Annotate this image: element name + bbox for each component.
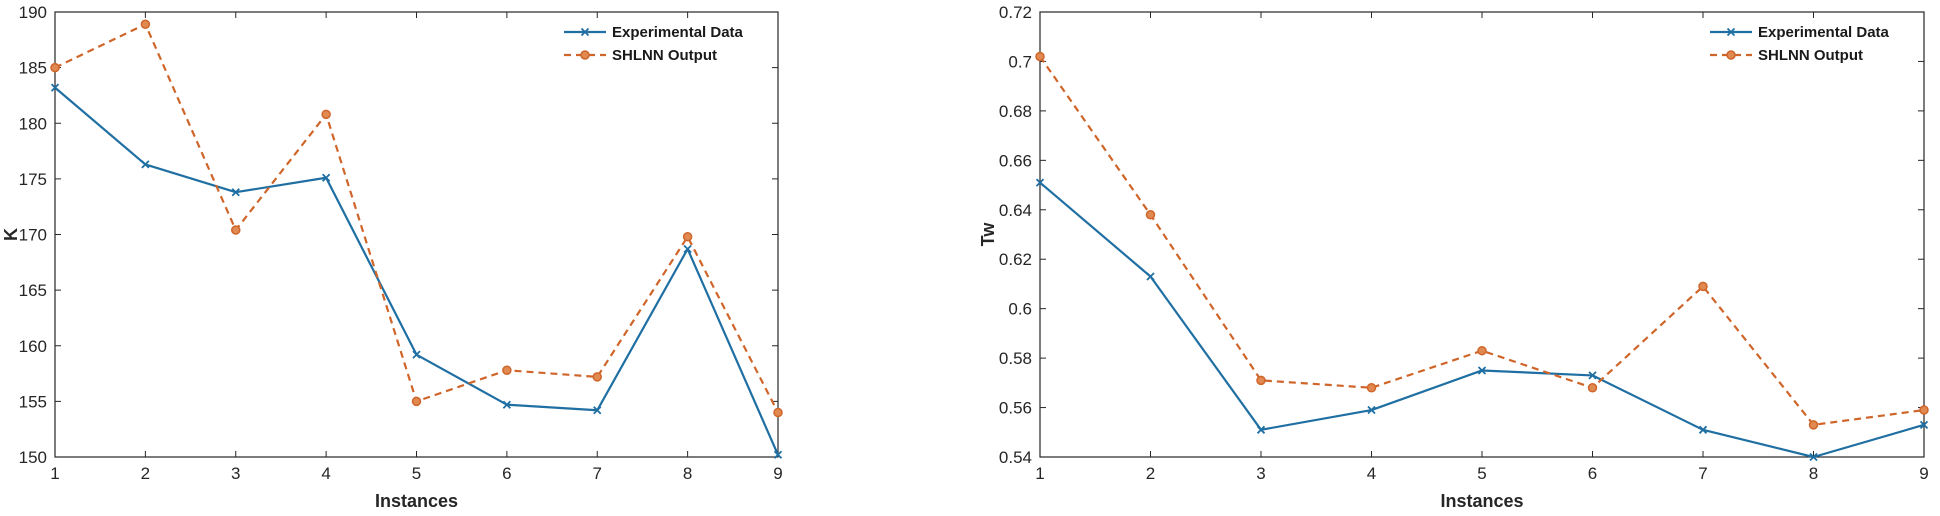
y-tick-label: 0.72 [999, 3, 1032, 22]
x-tick-label: 4 [1367, 464, 1376, 483]
y-tick-label: 180 [19, 114, 47, 133]
y-tick-label: 0.68 [999, 102, 1032, 121]
data-point-shlnn [1587, 383, 1598, 393]
y-tick-label: 0.7 [1008, 52, 1032, 71]
x-tick-label: 9 [773, 464, 782, 483]
y-tick-label: 0.6 [1008, 300, 1032, 319]
data-point-shlnn [1366, 383, 1377, 393]
y-tick-label: 0.54 [999, 448, 1032, 467]
x-axis-label: Instances [1440, 491, 1523, 511]
legend-marker [580, 50, 590, 60]
data-point-shlnn [1808, 420, 1819, 430]
y-tick-label: 170 [19, 226, 47, 245]
y-tick-label: 0.58 [999, 349, 1032, 368]
y-tick-label: 175 [19, 170, 47, 189]
data-point-experimental [1588, 371, 1597, 380]
y-axis-label: Tw [978, 222, 998, 247]
y-tick-label: 185 [19, 59, 47, 78]
data-point-shlnn [140, 19, 151, 29]
data-point-shlnn [1035, 51, 1045, 62]
x-tick-label: 8 [683, 464, 692, 483]
data-point-experimental [683, 244, 692, 254]
y-tick-label: 150 [19, 448, 47, 467]
y-tick-label: 160 [19, 337, 47, 356]
legend-marker [1726, 27, 1736, 37]
x-tick-label: 6 [502, 464, 511, 483]
data-point-shlnn [592, 372, 602, 382]
x-tick-label: 2 [141, 464, 150, 483]
data-point-experimental [593, 406, 602, 415]
data-point-experimental [141, 160, 150, 169]
data-point-shlnn [1919, 405, 1929, 415]
y-tick-label: 0.66 [999, 151, 1032, 170]
data-point-experimental [1919, 420, 1929, 429]
y-tick-label: 190 [19, 3, 47, 22]
data-point-shlnn [1477, 345, 1487, 356]
data-point-shlnn [321, 109, 331, 120]
data-point-shlnn [231, 225, 241, 235]
x-tick-label: 8 [1809, 464, 1818, 483]
data-point-shlnn [411, 396, 422, 407]
data-point-experimental [1477, 366, 1487, 375]
y-tick-label: 155 [19, 392, 47, 411]
legend-label: SHLNN Output [612, 47, 717, 64]
x-tick-label: 7 [1698, 464, 1707, 483]
data-point-experimental [1698, 425, 1708, 434]
legend [1704, 18, 1914, 70]
data-point-experimental [773, 450, 783, 459]
x-tick-label: 9 [1919, 464, 1928, 483]
x-tick-label: 5 [1477, 464, 1486, 483]
data-point-experimental [502, 400, 512, 409]
legend-marker [1726, 50, 1736, 60]
plot-area [1039, 11, 1925, 458]
plot-area [54, 11, 779, 458]
data-point-shlnn [773, 407, 783, 418]
x-tick-label: 2 [1146, 464, 1155, 483]
legend-label: SHLNN Output [1758, 47, 1863, 64]
data-point-shlnn [1145, 209, 1156, 220]
x-axis-label: Instances [375, 491, 458, 511]
data-point-experimental [1367, 405, 1376, 415]
x-tick-label: 3 [1256, 464, 1265, 483]
data-point-experimental [1146, 272, 1155, 281]
data-point-experimental [231, 188, 240, 197]
data-point-experimental [321, 173, 331, 182]
data-point-shlnn [502, 365, 512, 375]
y-tick-label: 0.56 [999, 399, 1032, 418]
chart-tw: 1 2 3 4 5 6 7 8 9 0.54 0.56 0.58 0.6 0.62 0.64 0.66 0.68… [978, 3, 1929, 511]
data-point-shlnn [1698, 281, 1708, 292]
data-point-shlnn [1256, 375, 1266, 386]
legend-label: Experimental Data [612, 24, 744, 41]
x-tick-label: 7 [593, 464, 602, 483]
legend [558, 18, 768, 70]
data-point-experimental [1809, 452, 1818, 462]
legend-label: Experimental Data [1758, 24, 1890, 41]
data-point-experimental [50, 83, 60, 92]
data-point-shlnn [682, 231, 693, 242]
x-tick-label: 4 [321, 464, 330, 483]
data-point-experimental [412, 350, 421, 359]
data-point-experimental [1256, 425, 1266, 434]
x-tick-label: 3 [231, 464, 240, 483]
x-tick-label: 6 [1588, 464, 1597, 483]
y-tick-label: 0.62 [999, 250, 1032, 269]
x-tick-label: 1 [1035, 464, 1044, 483]
legend-marker [580, 27, 590, 37]
x-tick-label: 5 [412, 464, 421, 483]
x-tick-label: 1 [50, 464, 59, 483]
data-point-shlnn [50, 62, 60, 73]
chart-k: 1 2 3 4 5 6 7 8 9 150 155 160 165 170 175 180 185 190 Inst… [1, 3, 783, 511]
y-tick-label: 0.64 [999, 201, 1032, 220]
data-point-experimental [1035, 178, 1045, 187]
y-tick-label: 165 [19, 281, 47, 300]
y-axis-label: K [1, 228, 21, 241]
